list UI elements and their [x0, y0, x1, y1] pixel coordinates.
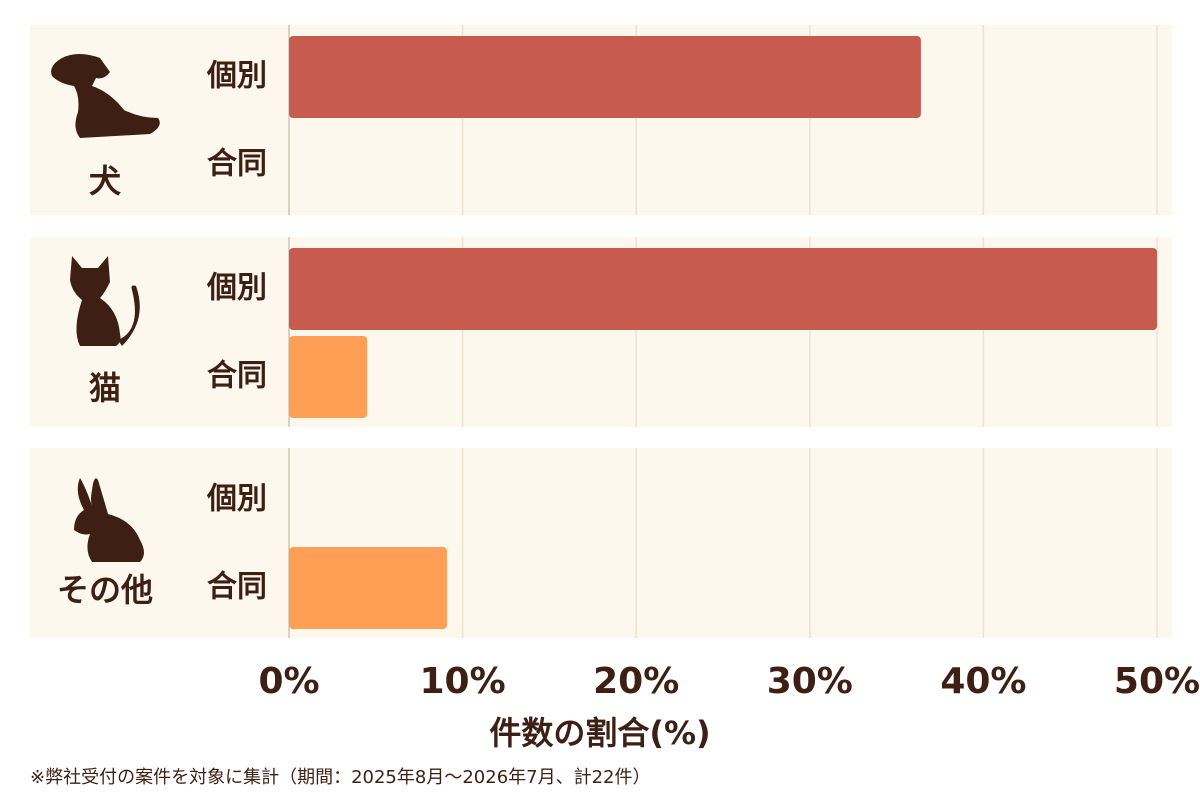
category-label: 猫	[89, 369, 121, 407]
bar	[289, 547, 447, 629]
x-tick-label: 10%	[420, 661, 506, 702]
bar	[289, 248, 1157, 330]
x-tick-label: 50%	[1114, 661, 1200, 702]
series-label: 合同	[207, 570, 267, 605]
category-label: その他	[57, 571, 153, 609]
rabbit-icon	[74, 478, 144, 562]
footnote: ※弊社受付の案件を対象に集計（期間：2025年8月〜2026年7月、計22件）	[30, 767, 651, 788]
x-tick-label: 30%	[767, 661, 853, 702]
series-label: 合同	[207, 359, 267, 394]
x-tick-label: 40%	[940, 661, 1026, 702]
x-axis-title: 件数の割合(%)	[489, 714, 710, 752]
x-tick-label: 0%	[258, 661, 319, 702]
x-tick-label: 20%	[593, 661, 679, 702]
series-label: 個別	[206, 271, 267, 306]
bar	[289, 336, 368, 418]
bar	[289, 36, 921, 118]
group-panel	[30, 448, 1172, 638]
series-label: 個別	[206, 59, 267, 94]
dog-icon	[51, 54, 160, 138]
category-label: 犬	[89, 162, 121, 200]
series-label: 個別	[206, 482, 267, 517]
cat-icon	[70, 256, 140, 346]
series-label: 合同	[207, 147, 267, 182]
